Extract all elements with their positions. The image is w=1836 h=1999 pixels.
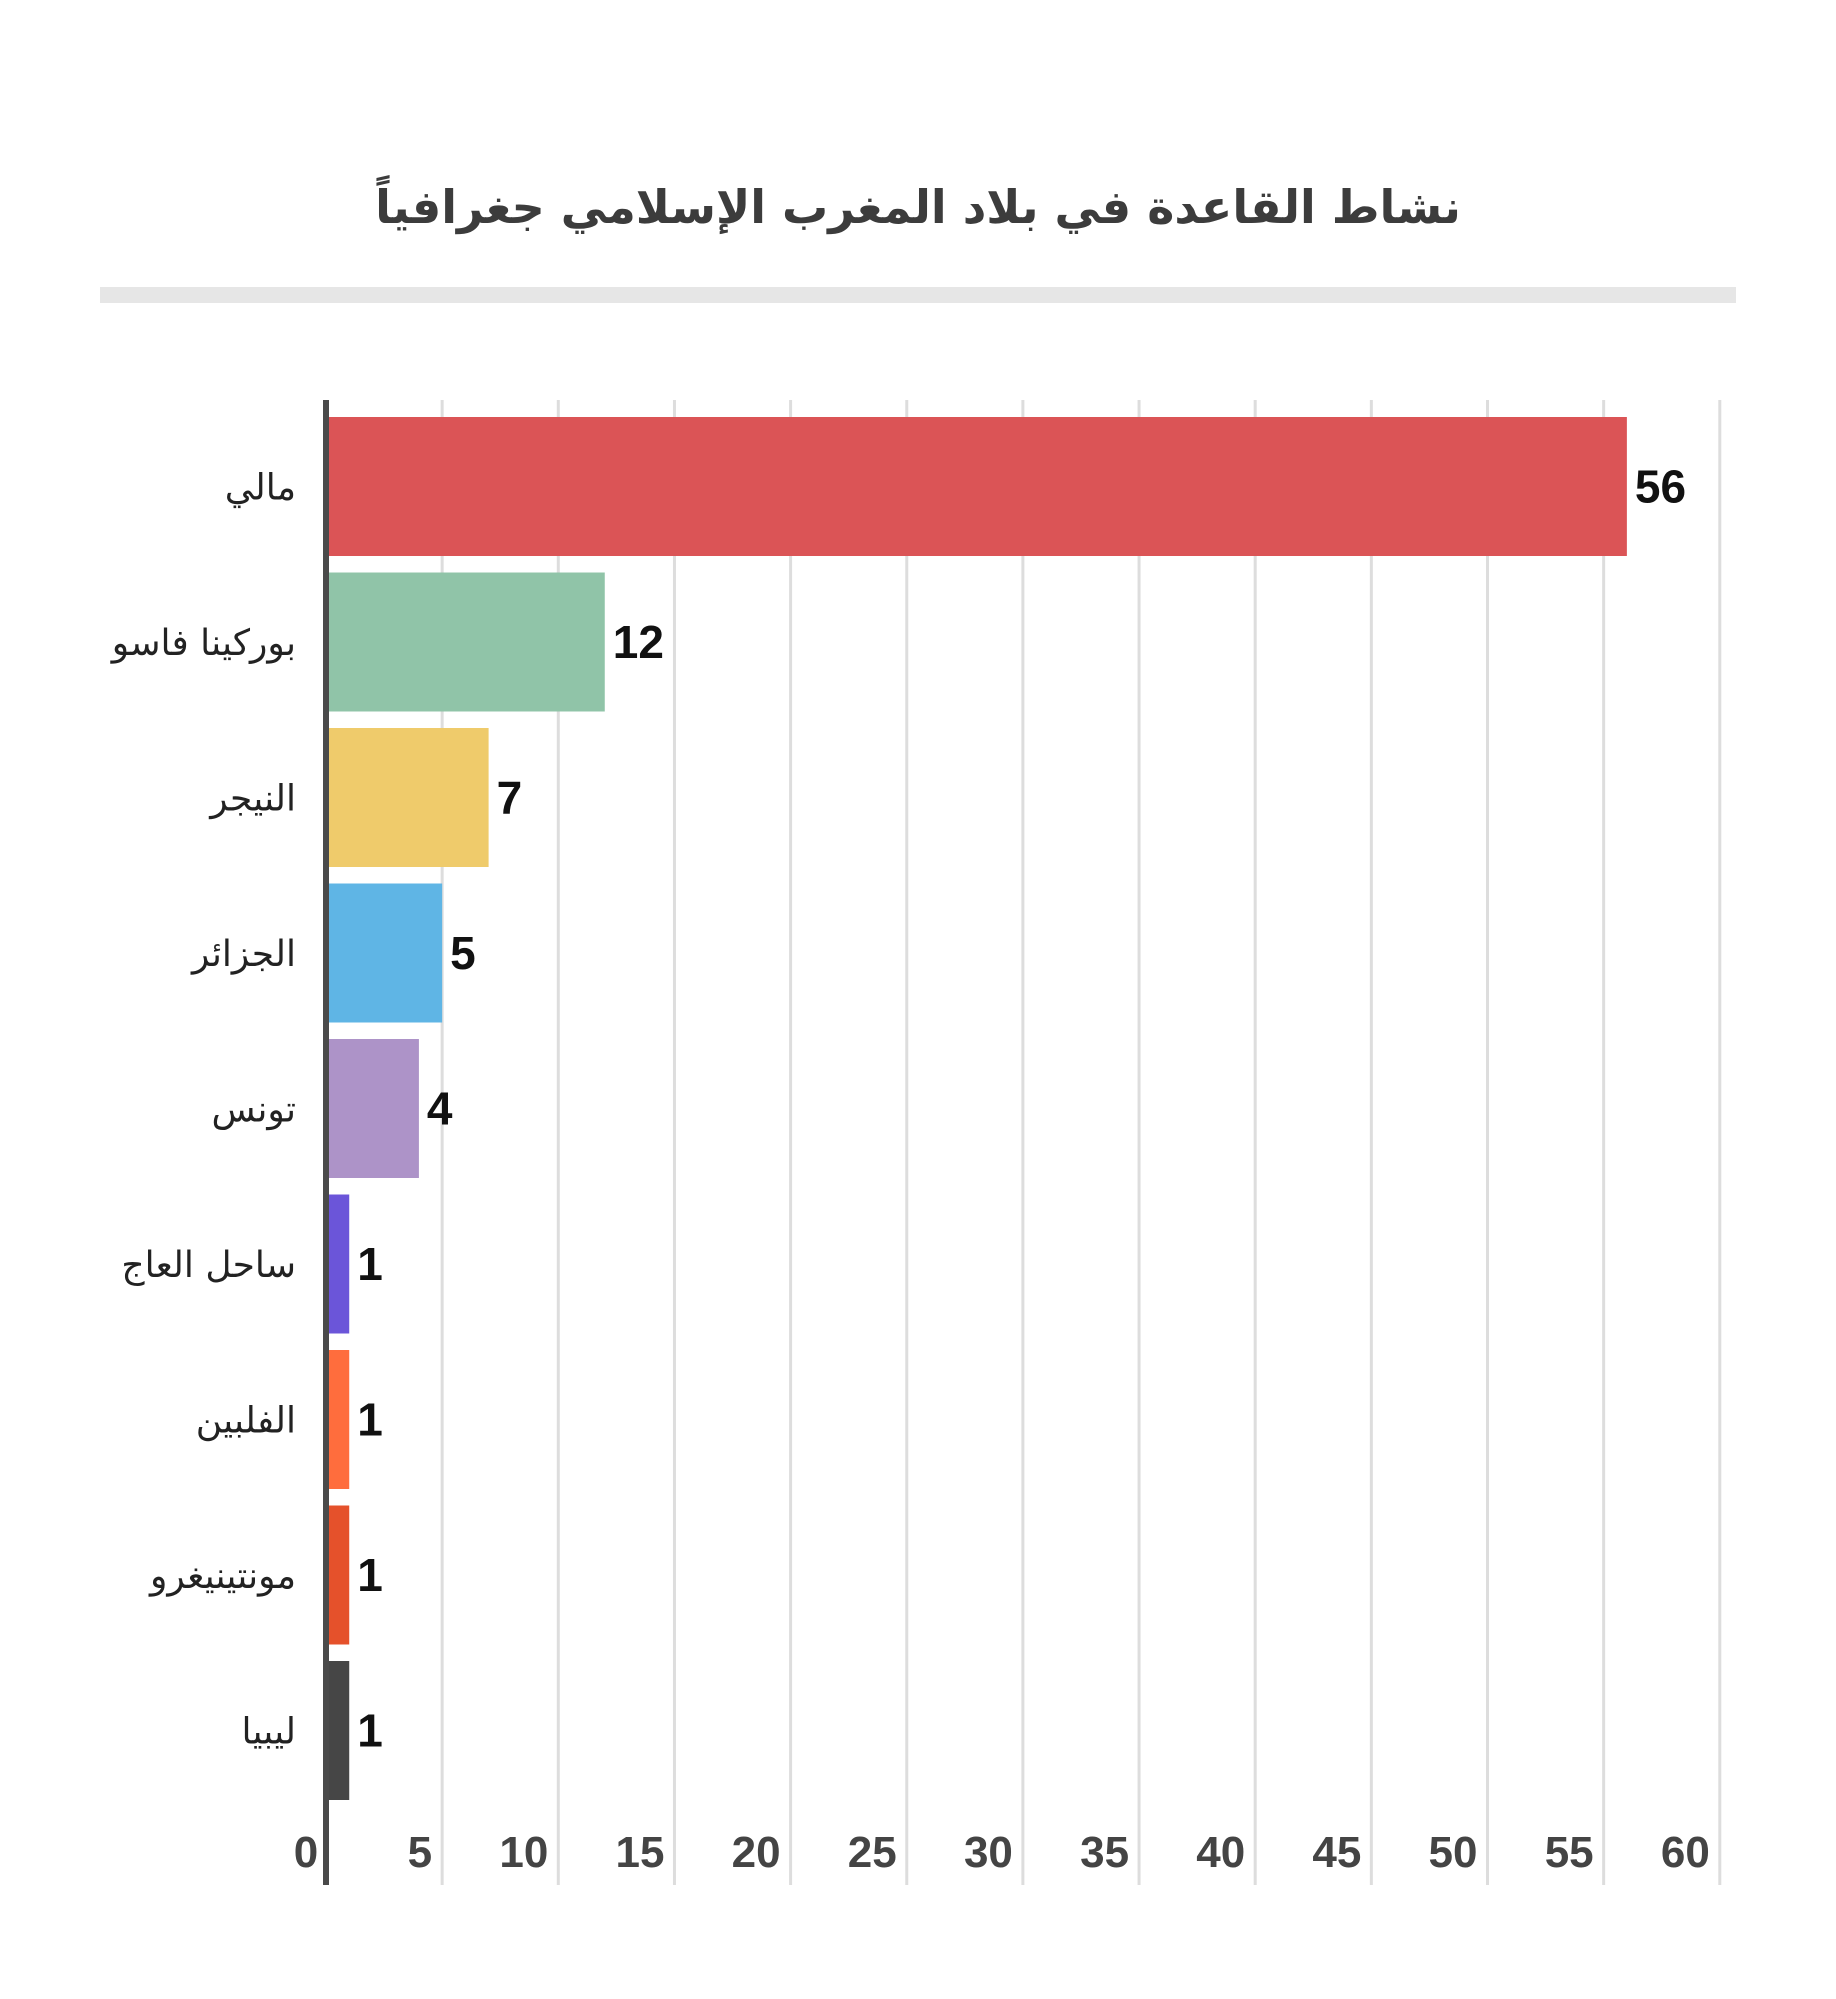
category-label: تونس <box>211 1090 296 1131</box>
category-label: ساحل العاج <box>121 1245 296 1286</box>
category-label: بوركينا فاسو <box>110 623 296 664</box>
bar <box>328 883 443 1023</box>
bar <box>328 1661 350 1800</box>
x-tick-label: 5 <box>408 1828 432 1877</box>
title-divider <box>100 287 1736 303</box>
bar <box>328 1194 350 1334</box>
category-label: النيجر <box>208 779 296 820</box>
x-axis-ticks: 0 5 10 15 20 25 30 35 40 45 50 55 60 <box>294 1828 1710 1877</box>
category-label: الفلبين <box>196 1401 296 1442</box>
bars <box>328 417 1627 1800</box>
data-label: 12 <box>613 616 664 668</box>
bar <box>328 417 1627 556</box>
x-tick-label: 20 <box>732 1828 781 1877</box>
x-tick-label: 60 <box>1661 1828 1710 1877</box>
data-label: 4 <box>427 1083 453 1135</box>
x-tick-label: 0 <box>294 1828 318 1877</box>
data-label: 1 <box>357 1705 383 1757</box>
data-label: 1 <box>357 1238 383 1290</box>
category-label: مونتينيغرو <box>148 1556 296 1597</box>
x-tick-label: 55 <box>1545 1828 1594 1877</box>
data-label: 1 <box>357 1394 383 1446</box>
x-tick-label: 45 <box>1312 1828 1361 1877</box>
category-labels: مالي بوركينا فاسو النيجر الجزائر تونس ساحل ال… <box>110 468 296 1753</box>
bar <box>328 728 489 867</box>
x-tick-label: 50 <box>1429 1828 1478 1877</box>
chart-title: نشاط القاعدة في بلاد المغرب الإسلامي جغر… <box>375 180 1461 234</box>
x-tick-label: 25 <box>848 1828 897 1877</box>
data-label: 5 <box>450 927 476 979</box>
x-tick-label: 10 <box>499 1828 548 1877</box>
category-label: ليبيا <box>241 1712 296 1753</box>
bar <box>328 1350 350 1489</box>
data-label: 56 <box>1635 461 1686 513</box>
category-label: مالي <box>225 468 296 509</box>
category-label: الجزائر <box>190 934 296 975</box>
x-tick-label: 30 <box>964 1828 1013 1877</box>
x-tick-label: 35 <box>1080 1828 1129 1877</box>
x-tick-label: 15 <box>615 1828 664 1877</box>
x-tick-label: 40 <box>1196 1828 1245 1877</box>
bar <box>328 1505 350 1645</box>
bar <box>328 572 605 712</box>
grid-lines <box>440 400 1722 1885</box>
data-label: 7 <box>497 772 523 824</box>
value-labels: 56 12 7 5 4 1 1 1 1 <box>357 461 1686 1757</box>
bar <box>328 1039 419 1178</box>
data-label: 1 <box>357 1549 383 1601</box>
